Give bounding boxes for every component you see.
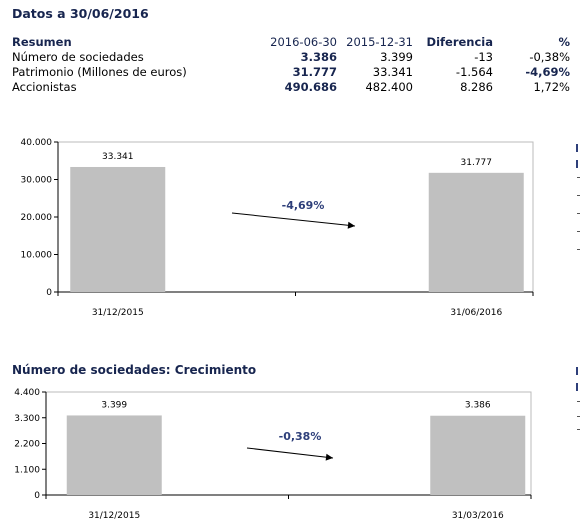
- y-tick-label: 2.200: [14, 440, 40, 450]
- header-diferencia: Diferencia: [426, 35, 493, 49]
- row-diff: 8.286: [460, 80, 493, 94]
- header-resumen: Resumen: [12, 35, 72, 49]
- pct-change-label: -4,69%: [282, 199, 325, 212]
- header-date-1: 2016-06-30: [270, 35, 337, 49]
- header-pct: %: [558, 35, 570, 49]
- y-tick-label: 3.300: [14, 414, 40, 424]
- row-value-current: 490.686: [284, 80, 337, 94]
- row-diff: -1.564: [455, 65, 493, 79]
- trend-arrow-line: [246, 447, 334, 459]
- row-value-current: 3.386: [300, 50, 337, 64]
- x-tick-label: 31/06/2016: [450, 308, 502, 318]
- bar: [70, 166, 166, 292]
- x-tick-label: 31/12/2015: [88, 511, 140, 521]
- row-label: Accionistas: [12, 80, 77, 94]
- x-tick-label: 31/12/2015: [92, 308, 144, 318]
- chart2-title: Número de sociedades: Crecimiento: [12, 363, 257, 377]
- y-tick-label: 40.000: [21, 138, 53, 148]
- patrimonio-chart: 0 10.000 20.000 30.000 40.000 33.341 31/12/201…: [21, 138, 534, 318]
- bar: [430, 415, 526, 495]
- table-row: Patrimonio (Millones de euros) 31.777 33…: [0, 65, 580, 80]
- row-value-previous: 3.399: [380, 50, 413, 64]
- table-header: Resumen 2016-06-30 2015-12-31 Diferencia…: [0, 35, 580, 50]
- bar: [428, 172, 524, 292]
- pct-change-label: -0,38%: [279, 430, 322, 443]
- table-row: Accionistas 490.686 482.400 8.286 1,72%: [0, 80, 580, 95]
- bar: [66, 415, 162, 495]
- row-pct: -4,69%: [525, 65, 570, 79]
- y-tick-label: 30.000: [21, 176, 53, 186]
- y-tick-label: 20.000: [21, 213, 53, 223]
- row-pct: 1,72%: [533, 80, 570, 94]
- page-title: Datos a 30/06/2016: [12, 6, 149, 21]
- header-date-2: 2015-12-31: [346, 35, 413, 49]
- bar-data-label: 3.386: [465, 401, 491, 411]
- sociedades-chart: 0 1.100 2.200 3.300 4.400 3.399 31/12/2015 3.38…: [14, 388, 532, 521]
- y-tick-label: 0: [46, 288, 52, 298]
- y-tick-label: 10.000: [21, 251, 53, 261]
- row-value-current: 31.777: [292, 65, 337, 79]
- y-tick-label: 0: [34, 491, 40, 501]
- row-label: Patrimonio (Millones de euros): [12, 65, 187, 79]
- row-value-previous: 33.341: [372, 65, 413, 79]
- table-row: Número de sociedades 3.386 3.399 -13 -0,…: [0, 50, 580, 65]
- bar-data-label: 33.341: [102, 152, 134, 162]
- y-tick-label: 4.400: [14, 388, 40, 398]
- trend-arrow-line: [231, 212, 356, 227]
- x-tick-label: 31/03/2016: [452, 511, 504, 521]
- bar-data-label: 31.777: [461, 158, 493, 168]
- row-pct: -0,38%: [529, 50, 570, 64]
- y-tick-label: 1.100: [14, 465, 40, 475]
- row-label: Número de sociedades: [12, 50, 144, 64]
- row-diff: -13: [474, 50, 493, 64]
- trend-arrow-head: [325, 453, 333, 461]
- bar-data-label: 3.399: [101, 400, 127, 410]
- row-value-previous: 482.400: [365, 80, 413, 94]
- trend-arrow-head: [347, 221, 355, 229]
